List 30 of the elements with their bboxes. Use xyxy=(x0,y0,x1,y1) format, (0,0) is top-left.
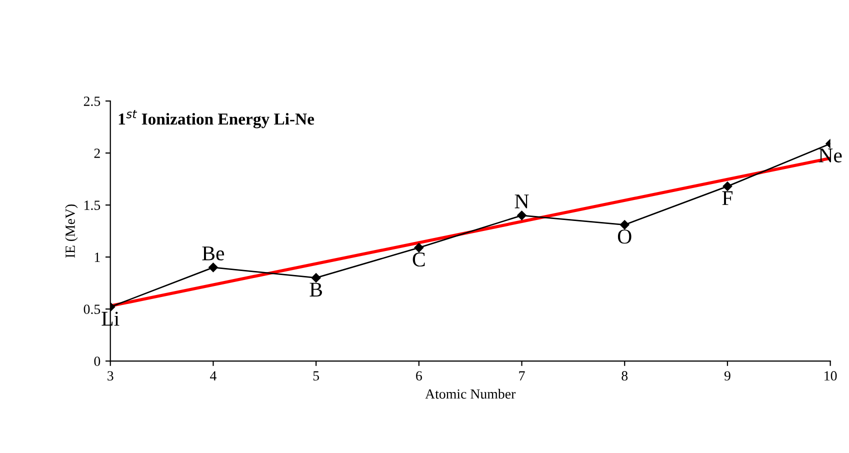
point xyxy=(311,273,321,282)
point xyxy=(620,220,630,230)
annotation: B xyxy=(310,282,322,297)
x-tick-label: 8 xyxy=(622,371,628,381)
y-tick-label: 1.5 xyxy=(84,200,100,210)
annotation: N xyxy=(514,194,529,208)
x-tick-label: 6 xyxy=(416,371,422,381)
point xyxy=(414,243,424,252)
annotation: F xyxy=(722,191,733,205)
y-tick-label: 2.5 xyxy=(84,96,100,106)
y-tick-label: 0 xyxy=(94,356,100,366)
x-tick-label: 10 xyxy=(824,371,837,381)
point xyxy=(208,262,218,272)
annotation: Ne xyxy=(818,148,842,162)
x-tick-label: 9 xyxy=(724,371,730,381)
x-tick-label: 4 xyxy=(210,371,216,380)
point xyxy=(517,210,526,220)
y-axis-title: IE (MeV) xyxy=(65,204,78,258)
x-axis-title: Atomic Number xyxy=(425,388,516,399)
annotation: C xyxy=(412,252,425,266)
annotation: O xyxy=(618,230,632,244)
y-tick-label: 1 xyxy=(94,252,100,262)
x-tick-label: 3 xyxy=(108,371,114,381)
point xyxy=(722,182,732,191)
annotation: Be xyxy=(202,246,224,260)
y-tick-label: 0.5 xyxy=(84,304,100,314)
x-tick-label: 7 xyxy=(519,371,525,380)
x-tick-label: 5 xyxy=(313,371,319,381)
y-tick-label: 2 xyxy=(94,148,100,158)
text: 1$^{st}$ Ionization Energy Li-Ne xyxy=(118,110,314,128)
